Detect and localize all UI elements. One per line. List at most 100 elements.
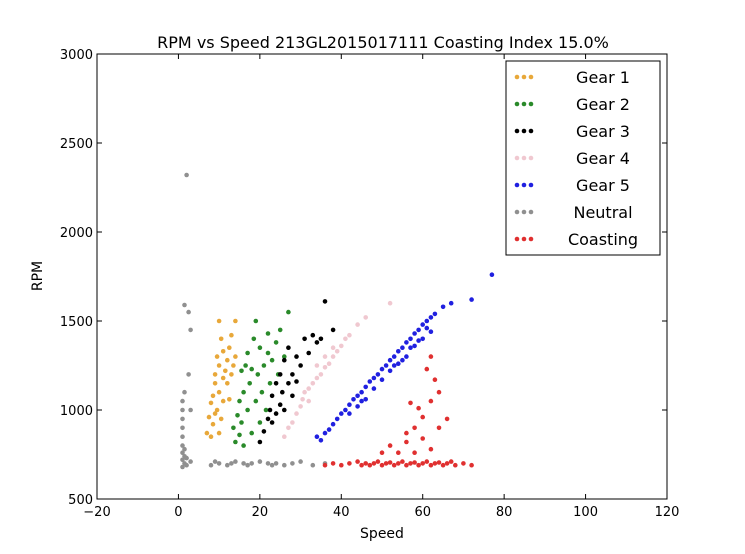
point-gear-1-25	[229, 372, 234, 377]
point-coasting-47	[432, 377, 438, 383]
point-gear-4-9	[310, 381, 316, 386]
point-gear-5-26	[420, 322, 426, 327]
point-gear-1-22	[225, 381, 230, 386]
point-gear-1-29	[233, 318, 238, 324]
point-neutral-33	[269, 462, 275, 468]
x-tick-label-0: −20	[83, 505, 110, 520]
point-gear-5-41	[412, 343, 417, 349]
point-gear-2-30	[277, 327, 283, 333]
point-gear-5-21	[400, 345, 405, 351]
legend-marker-gear-2-1	[521, 101, 527, 107]
point-coasting-43	[412, 425, 417, 431]
point-gear-5-10	[355, 393, 360, 399]
point-coasting-7	[367, 462, 373, 468]
legend-label-gear-1: Gear 1	[576, 68, 630, 87]
point-gear-5-8	[347, 402, 352, 408]
point-gear-1-2	[208, 434, 214, 440]
point-gear-3-8	[277, 402, 283, 408]
point-coasting-27	[448, 459, 454, 464]
legend-marker-gear-3-1	[521, 128, 527, 134]
point-coasting-46	[428, 354, 434, 359]
point-gear-5-30	[440, 304, 446, 310]
point-gear-4-10	[314, 375, 320, 381]
point-gear-1-6	[212, 381, 218, 386]
x-tick-label-4: 60	[414, 505, 431, 520]
legend-marker-coasting-2	[528, 236, 534, 242]
point-gear-3-2	[265, 416, 271, 422]
point-gear-4-7	[306, 386, 312, 391]
point-gear-4-2	[290, 420, 295, 425]
point-gear-5-29	[432, 311, 438, 317]
point-coasting-24	[436, 460, 442, 465]
point-gear-5-39	[396, 361, 401, 367]
point-gear-3-3	[267, 407, 273, 413]
point-coasting-25	[440, 462, 446, 468]
point-gear-3-1	[261, 429, 267, 434]
y-tick-label-4: 2500	[60, 137, 93, 152]
legend-marker-gear-2-0	[514, 101, 520, 107]
point-coasting-33	[396, 450, 401, 456]
point-gear-3-12	[282, 357, 287, 363]
point-coasting-31	[379, 450, 385, 456]
point-gear-5-49	[400, 357, 405, 363]
point-gear-1-0	[204, 430, 210, 436]
point-neutral-22	[208, 462, 214, 468]
plot-frame	[96, 53, 668, 500]
legend-label-gear-3: Gear 3	[576, 122, 630, 141]
point-coasting-45	[424, 366, 430, 372]
point-coasting-3	[347, 461, 352, 466]
point-neutral-26	[229, 461, 234, 466]
point-gear-5-33	[489, 272, 495, 278]
point-gear-3-25	[322, 299, 328, 304]
point-gear-4-13	[322, 365, 328, 370]
legend-marker-neutral-2	[528, 209, 534, 215]
ticks-layer: −20 0 20 40 60 80 100 120 500 1000 1500 2000 2500 300…	[60, 48, 680, 520]
point-gear-2-14	[249, 366, 254, 372]
point-gear-1-18	[220, 375, 226, 381]
legend-marker-gear-5-2	[528, 182, 534, 188]
point-coasting-1	[330, 461, 336, 466]
point-gear-5-19	[391, 354, 397, 359]
point-coasting-38	[436, 425, 442, 431]
point-neutral-24	[216, 461, 222, 466]
point-neutral-11	[182, 446, 187, 452]
legend-label-gear-2: Gear 2	[576, 95, 630, 114]
point-neutral-29	[245, 462, 250, 468]
point-gear-5-31	[448, 300, 454, 306]
point-gear-5-6	[339, 411, 344, 416]
point-gear-3-5	[269, 393, 275, 399]
point-neutral-13	[182, 302, 187, 308]
point-gear-5-18	[387, 357, 393, 363]
legend-marker-coasting-0	[514, 236, 520, 242]
point-gear-5-36	[371, 386, 377, 391]
point-coasting-28	[453, 462, 458, 468]
point-gear-2-19	[257, 420, 263, 425]
point-gear-3-26	[330, 327, 336, 333]
point-coasting-11	[383, 461, 389, 466]
point-neutral-17	[186, 372, 191, 377]
point-neutral-7	[180, 407, 185, 413]
point-coasting-42	[436, 389, 442, 395]
point-gear-5-12	[363, 384, 369, 390]
point-gear-1-23	[227, 345, 232, 351]
point-neutral-30	[249, 461, 254, 466]
point-coasting-48	[408, 400, 413, 406]
point-gear-5-32	[469, 297, 474, 302]
point-gear-5-48	[424, 325, 430, 331]
point-gear-3-11	[282, 407, 287, 413]
point-gear-5-28	[428, 315, 434, 320]
point-neutral-36	[290, 461, 295, 466]
point-gear-3-15	[290, 372, 295, 377]
point-gear-4-6	[302, 389, 307, 395]
point-gear-2-27	[269, 357, 275, 363]
point-gear-4-4	[298, 404, 303, 409]
x-tick-label-6: 100	[573, 505, 598, 520]
point-gear-3-4	[269, 420, 275, 425]
point-gear-3-10	[280, 389, 285, 395]
legend-label-gear-5: Gear 5	[576, 176, 630, 195]
point-coasting-10	[379, 462, 385, 468]
point-gear-4-12	[318, 372, 324, 377]
point-coasting-36	[420, 436, 426, 441]
point-coasting-20	[420, 461, 426, 466]
point-coasting-0	[322, 462, 328, 468]
